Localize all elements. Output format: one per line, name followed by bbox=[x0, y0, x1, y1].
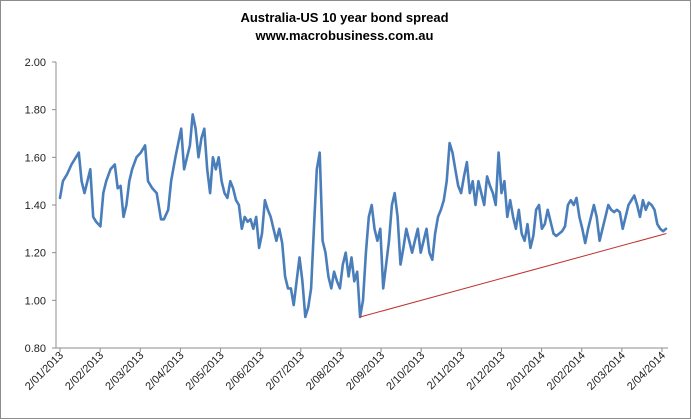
y-tick-label: 0.80 bbox=[25, 343, 46, 355]
y-tick-label: 1.00 bbox=[25, 295, 46, 307]
y-tick-label: 1.20 bbox=[25, 248, 46, 260]
x-tick-label: 2/11/2013 bbox=[425, 350, 468, 393]
x-tick-label: 2/01/2013 bbox=[23, 350, 66, 393]
chart-subtitle: www.macrobusiness.com.au bbox=[255, 28, 434, 43]
y-tick-label: 1.80 bbox=[25, 105, 46, 117]
x-tick-label: 2/02/2014 bbox=[545, 350, 588, 393]
x-tick-label: 2/07/2013 bbox=[264, 350, 307, 393]
x-tick-label: 2/03/2014 bbox=[585, 350, 628, 393]
spread-series-line bbox=[58, 113, 668, 319]
x-tick-label: 2/01/2014 bbox=[505, 350, 548, 393]
x-tick-label: 2/02/2013 bbox=[63, 350, 106, 393]
y-tick-label: 2.00 bbox=[25, 57, 46, 69]
trend-line bbox=[359, 233, 667, 318]
x-tick-label: 2/10/2013 bbox=[384, 350, 427, 393]
x-tick-label: 2/05/2013 bbox=[184, 350, 227, 393]
x-tick-label: 2/04/2014 bbox=[625, 350, 668, 393]
x-tick-label: 2/06/2013 bbox=[224, 350, 267, 393]
x-tick-label: 2/04/2013 bbox=[143, 350, 186, 393]
x-tick-label: 2/03/2013 bbox=[103, 350, 146, 393]
y-tick-label: 1.60 bbox=[25, 152, 46, 164]
x-tick-label: 2/12/2013 bbox=[464, 350, 507, 393]
x-tick-label: 2/08/2013 bbox=[304, 350, 347, 393]
x-tick-label: 2/09/2013 bbox=[344, 350, 387, 393]
chart-title: Australia-US 10 year bond spread bbox=[240, 10, 449, 25]
y-tick-label: 1.40 bbox=[25, 200, 46, 212]
